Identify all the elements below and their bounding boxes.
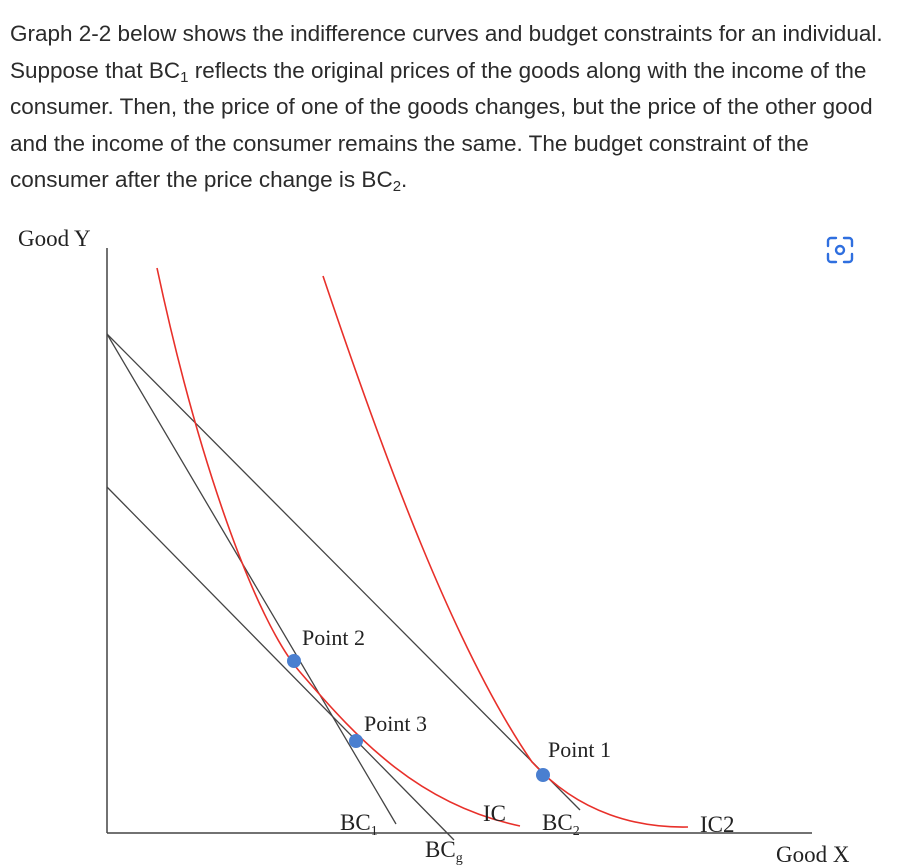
- point-2-label: Point 2: [302, 625, 365, 650]
- budget-line-bc1: [106, 333, 397, 825]
- ic2-label: IC2: [700, 812, 735, 837]
- bc2-label-base: BC: [542, 810, 573, 835]
- bc2-label: BC2: [542, 810, 580, 839]
- question-text: Graph 2-2 below shows the indifference c…: [10, 16, 890, 199]
- bcg-label-base: BC: [425, 837, 456, 862]
- bc1-label-sub: 1: [371, 824, 378, 839]
- question-part-1: Graph 2-2 below shows the indifference c…: [10, 21, 883, 83]
- indifference-curve-ic2: [322, 275, 689, 828]
- bc1-label: BC1: [340, 810, 378, 839]
- ic-label: IC: [483, 801, 506, 826]
- question-part-2: reflects the original prices of the good…: [10, 57, 873, 193]
- point-3-marker: [349, 734, 363, 748]
- bcg-label-sub: g: [456, 851, 463, 865]
- question-subscript-2: 2: [392, 178, 402, 195]
- point-1-label: Point 1: [548, 737, 611, 762]
- point-1-marker: [536, 768, 550, 782]
- budget-line-bcg: [106, 486, 455, 841]
- bc1-label-base: BC: [340, 810, 371, 835]
- budget-line-bc2: [106, 333, 581, 811]
- bcg-label: BCg: [425, 837, 463, 865]
- point-3-label: Point 3: [364, 711, 427, 736]
- scan-text-button[interactable]: [822, 232, 858, 268]
- y-axis-label: Good Y: [18, 226, 91, 251]
- question-part-3: .: [401, 167, 408, 192]
- bc2-label-sub: 2: [573, 824, 580, 839]
- scan-text-icon: [826, 236, 854, 264]
- indifference-curve-ic: [156, 267, 521, 827]
- x-axis-label: Good X: [776, 842, 850, 865]
- point-2-marker: [287, 654, 301, 668]
- question-subscript-1: 1: [180, 68, 189, 86]
